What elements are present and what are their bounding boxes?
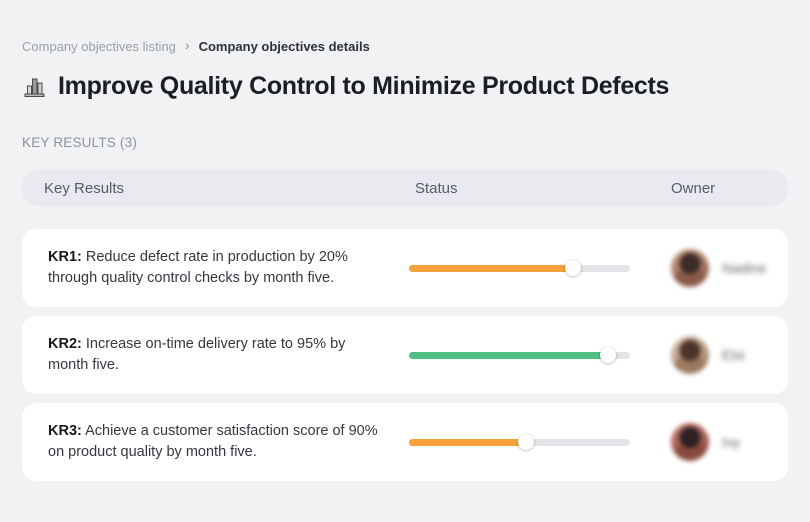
page-title: Improve Quality Control to Minimize Prod…	[58, 71, 670, 100]
key-results-table: Key Results Status Owner KR1: Reduce def…	[22, 170, 788, 481]
owner-cell: Elsi	[651, 336, 788, 374]
key-result-text-cell: KR1: Reduce defect rate in production by…	[22, 247, 409, 289]
chevron-right-icon: ›	[184, 37, 190, 53]
city-buildings-icon	[22, 74, 47, 99]
status-cell	[409, 434, 651, 450]
owner-name: Ivy	[722, 434, 740, 450]
breadcrumb-item-details: Company objectives details	[198, 38, 370, 54]
company-objectives-details-page: Company objectives listing › Company obj…	[22, 38, 788, 481]
owner-cell: Nadine	[651, 249, 788, 287]
kr-label: KR3:	[48, 423, 82, 439]
breadcrumb: Company objectives listing › Company obj…	[22, 38, 788, 54]
page-header: Improve Quality Control to Minimize Prod…	[22, 70, 788, 102]
key-results-count-label: KEY RESULTS (3)	[22, 135, 138, 150]
key-result-text-cell: KR2: Increase on-time delivery rate to 9…	[22, 334, 409, 376]
avatar	[671, 423, 709, 461]
owner-name: Elsi	[722, 347, 745, 363]
progress-knob[interactable]	[564, 260, 581, 276]
progress-knob[interactable]	[599, 347, 616, 363]
progress-knob[interactable]	[518, 434, 535, 450]
key-result-row-kr3[interactable]: KR3: Achieve a customer satisfaction sco…	[22, 403, 788, 481]
breadcrumb-item-listing[interactable]: Company objectives listing	[22, 38, 176, 54]
kr-description: Achieve a customer satisfaction score of…	[48, 423, 378, 460]
column-header-status: Status	[415, 179, 458, 197]
avatar	[671, 249, 709, 287]
table-header-row: Key Results Status Owner	[22, 170, 788, 206]
column-header-owner: Owner	[671, 179, 716, 197]
progress-bar[interactable]	[409, 434, 630, 450]
progress-fill	[409, 264, 573, 272]
key-result-text-cell: KR3: Achieve a customer satisfaction sco…	[22, 421, 409, 463]
progress-bar[interactable]	[409, 347, 630, 363]
column-header-key-results: Key Results	[44, 179, 125, 197]
kr-description: Reduce defect rate in production by 20% …	[48, 249, 348, 286]
key-result-row-kr1[interactable]: KR1: Reduce defect rate in production by…	[22, 229, 788, 307]
progress-fill	[409, 438, 527, 446]
kr-label: KR2:	[48, 336, 82, 352]
progress-fill	[409, 351, 608, 359]
owner-name: Nadine	[722, 260, 767, 276]
status-cell	[409, 260, 651, 276]
kr-description: Increase on-time delivery rate to 95% by…	[48, 336, 346, 373]
kr-label: KR1:	[48, 249, 82, 265]
owner-cell: Ivy	[651, 423, 788, 461]
key-result-row-kr2[interactable]: KR2: Increase on-time delivery rate to 9…	[22, 316, 788, 394]
status-cell	[409, 347, 651, 363]
progress-bar[interactable]	[409, 260, 630, 276]
avatar	[671, 336, 709, 374]
